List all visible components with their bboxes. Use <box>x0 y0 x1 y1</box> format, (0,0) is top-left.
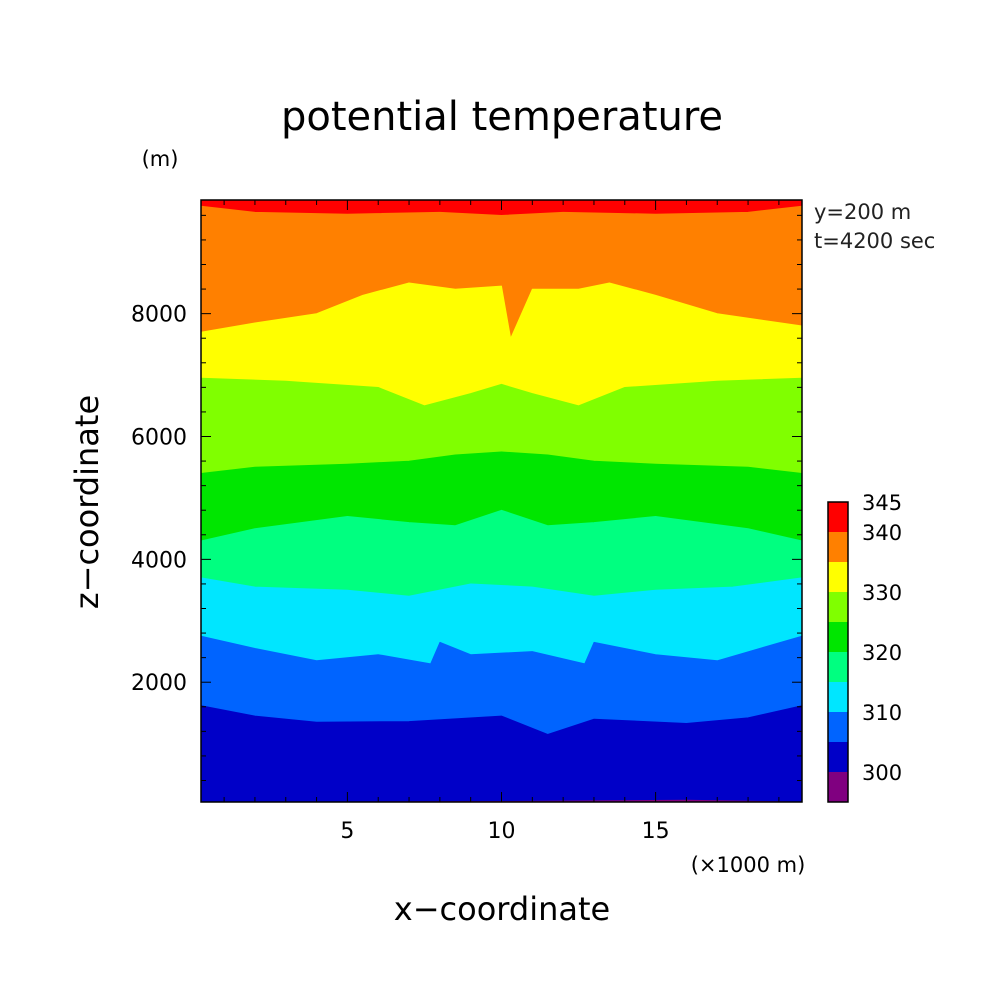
y-tick-label-6000: 6000 <box>131 426 187 451</box>
x-tick-label-10: 10 <box>488 819 516 844</box>
colorbar-swatch-340 <box>828 502 848 532</box>
colorbar <box>827 501 849 803</box>
colorbar-swatch-320 <box>828 622 848 652</box>
colorbar-labels: 345 340 330 320 310 300 <box>862 491 902 785</box>
colorbar-border <box>827 501 849 803</box>
x-axis-title: x−coordinate <box>394 890 610 928</box>
colorbar-label-340: 340 <box>862 521 902 545</box>
colorbar-swatch-335 <box>828 532 848 562</box>
x-tick-label-5: 5 <box>340 819 354 844</box>
colorbar-label-310: 310 <box>862 701 902 725</box>
y-tick-label-4000: 4000 <box>131 548 187 573</box>
colorbar-label-300: 300 <box>862 761 902 785</box>
colorbar-swatch-330 <box>828 562 848 592</box>
colorbar-swatch-295 <box>828 772 848 802</box>
y-tick-label-2000: 2000 <box>131 671 187 696</box>
colorbar-swatch-325 <box>828 592 848 622</box>
colorbar-swatch-305 <box>828 712 848 742</box>
info-y-position: y=200 m <box>814 200 911 224</box>
x-unit-label: (×1000 m) <box>691 853 806 877</box>
info-time: t=4200 sec <box>814 229 935 253</box>
tick-labels: 5 10 15 2000 4000 6000 8000 <box>131 303 670 844</box>
y-unit-label: (m) <box>142 147 179 171</box>
colorbar-swatch-300 <box>828 742 848 772</box>
contour-bands <box>200 200 803 803</box>
colorbar-swatch-315 <box>828 652 848 682</box>
chart-title: potential temperature <box>281 94 723 140</box>
y-tick-label-8000: 8000 <box>131 303 187 328</box>
x-tick-label-15: 15 <box>642 819 670 844</box>
tick-marks <box>201 200 802 802</box>
colorbar-label-330: 330 <box>862 581 902 605</box>
colorbar-label-320: 320 <box>862 641 902 665</box>
colorbar-label-345: 345 <box>862 491 902 515</box>
y-axis-title: z−coordinate <box>68 395 106 609</box>
colorbar-swatch-310 <box>828 682 848 712</box>
